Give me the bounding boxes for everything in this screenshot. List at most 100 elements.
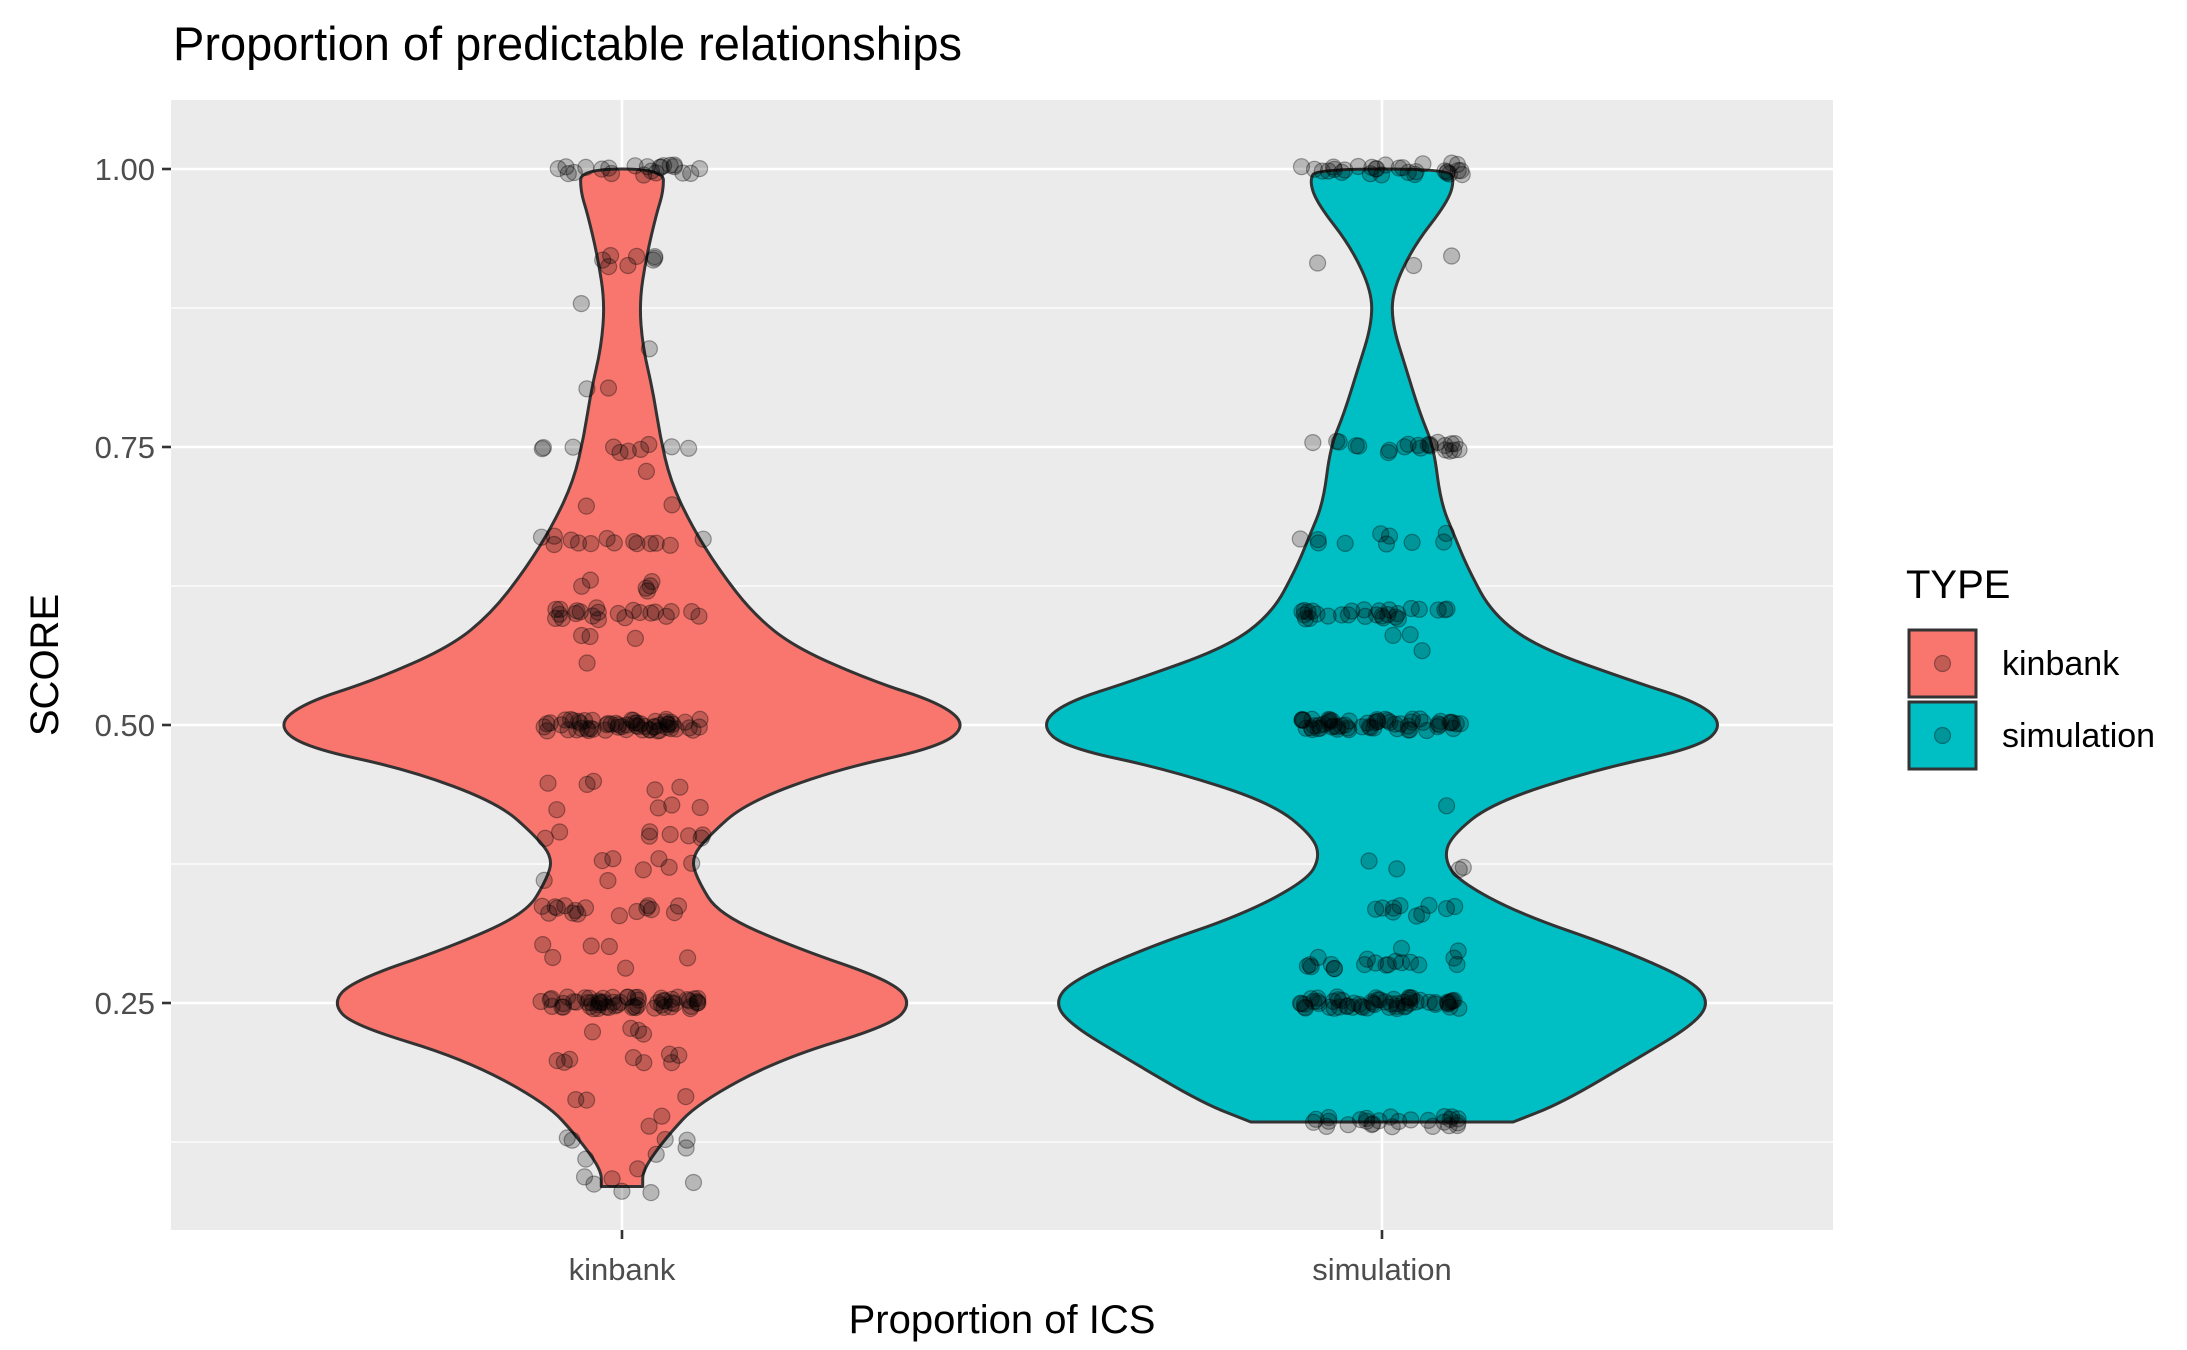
data-point	[1309, 530, 1327, 549]
data-point	[538, 715, 556, 733]
data-point	[1376, 156, 1395, 174]
data-point	[1293, 602, 1311, 621]
legend-key-simulation	[1907, 700, 1978, 771]
data-point	[660, 1045, 679, 1063]
data-point	[1372, 525, 1390, 543]
data-point	[567, 1090, 585, 1109]
y-tick-label: 0.50	[95, 708, 155, 743]
data-point	[1305, 717, 1323, 735]
data-point	[544, 948, 562, 967]
data-point	[1420, 993, 1438, 1011]
data-point	[1324, 158, 1343, 176]
data-point	[681, 999, 700, 1018]
data-point	[599, 714, 617, 733]
data-point	[1336, 716, 1354, 734]
data-point	[1401, 721, 1419, 739]
data-point	[1449, 942, 1467, 960]
legend-label: simulation	[2002, 717, 2155, 755]
data-point	[1361, 165, 1379, 183]
data-point	[1383, 1118, 1401, 1136]
data-point	[628, 996, 647, 1015]
data-point	[677, 1087, 695, 1106]
data-point	[604, 850, 622, 868]
data-point	[1409, 436, 1427, 454]
data-point	[1443, 1108, 1461, 1126]
data-point	[1365, 719, 1383, 737]
data-point	[1328, 988, 1346, 1006]
data-point	[1442, 247, 1461, 265]
data-point	[662, 602, 680, 621]
data-point	[1403, 713, 1421, 731]
legend-key-kinbank	[1907, 628, 1978, 699]
y-tick-label: 0.25	[95, 986, 155, 1021]
data-point	[554, 998, 573, 1016]
data-point	[600, 937, 619, 956]
data-point	[1410, 600, 1428, 619]
data-point	[1320, 1112, 1338, 1130]
data-point	[690, 160, 709, 178]
data-point	[1450, 999, 1468, 1017]
data-point	[550, 823, 569, 841]
data-point	[632, 715, 650, 733]
data-point	[689, 989, 707, 1008]
data-point	[1358, 999, 1376, 1017]
data-point	[1293, 711, 1311, 729]
data-point	[1320, 1108, 1338, 1127]
data-point	[1411, 439, 1430, 457]
data-point	[603, 1170, 621, 1188]
data-point	[665, 156, 684, 174]
data-point	[676, 713, 694, 731]
y-tick-label: 1.00	[95, 152, 155, 187]
data-point	[1386, 715, 1404, 733]
data-point	[622, 1019, 640, 1038]
data-point	[1403, 710, 1422, 728]
data-point	[548, 1051, 566, 1070]
data-point	[650, 850, 668, 868]
data-point	[613, 1182, 631, 1200]
data-point	[1407, 163, 1425, 181]
data-point	[669, 897, 688, 915]
data-point	[1431, 712, 1450, 731]
legend-title: TYPE	[1906, 563, 2010, 607]
data-point	[638, 158, 657, 176]
data-point	[1292, 158, 1311, 176]
data-point	[694, 530, 712, 548]
data-point	[626, 629, 645, 648]
data-point	[581, 571, 600, 589]
data-point	[1373, 607, 1391, 625]
data-point	[677, 1139, 695, 1157]
data-point	[575, 1168, 594, 1186]
data-point	[584, 1000, 603, 1018]
data-point	[652, 996, 671, 1014]
data-point	[1363, 993, 1381, 1011]
data-point	[589, 603, 607, 621]
data-point	[583, 1023, 602, 1041]
data-point	[684, 721, 702, 739]
data-point	[545, 527, 563, 545]
data-point	[1308, 605, 1326, 623]
data-point	[1336, 161, 1354, 179]
violins	[282, 167, 1719, 1188]
data-point	[634, 1025, 653, 1043]
data-point	[1361, 719, 1380, 737]
data-point	[579, 993, 597, 1012]
data-point	[543, 997, 561, 1016]
data-point	[541, 714, 559, 732]
data-point	[1411, 991, 1429, 1010]
data-point	[625, 997, 643, 1016]
data-point	[1407, 907, 1426, 925]
data-point	[669, 988, 687, 1006]
data-point	[573, 577, 591, 595]
data-point	[649, 799, 667, 817]
data-point	[1444, 441, 1463, 459]
data-point	[611, 993, 629, 1012]
data-point	[1387, 608, 1405, 626]
data-point	[642, 1183, 660, 1202]
legend-key-point	[1933, 726, 1952, 745]
data-point	[1340, 721, 1358, 739]
data-point	[546, 898, 564, 916]
data-point	[1450, 441, 1468, 459]
data-point	[639, 897, 657, 915]
data-point	[602, 164, 621, 183]
